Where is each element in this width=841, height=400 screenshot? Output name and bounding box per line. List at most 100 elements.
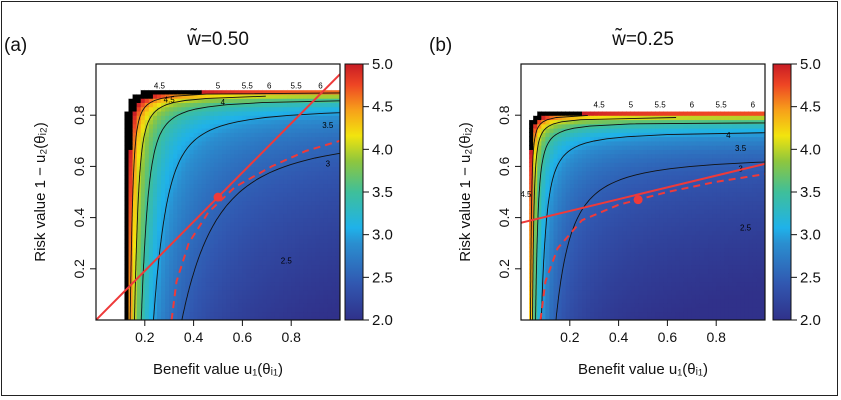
heatmap-cell	[206, 119, 211, 124]
heatmap-cell	[328, 307, 333, 312]
heatmap-cell	[521, 277, 526, 282]
heatmap-cell	[574, 111, 579, 116]
heatmap-cell	[116, 137, 121, 142]
heatmap-cell	[525, 111, 530, 116]
heatmap-cell	[129, 107, 134, 112]
heatmap-cell	[157, 277, 162, 282]
heatmap-cell	[312, 115, 317, 120]
heatmap-cell	[295, 256, 300, 261]
heatmap-cell	[202, 175, 207, 180]
heatmap-cell	[594, 111, 599, 116]
heatmap-cell	[259, 124, 264, 129]
heatmap-cell	[137, 247, 142, 252]
heatmap-cell	[320, 282, 325, 287]
heatmap-cell	[312, 137, 317, 142]
heatmap-cell	[549, 290, 554, 295]
heatmap-cell	[541, 124, 546, 129]
heatmap-cell	[332, 141, 337, 146]
heatmap-cell	[173, 269, 178, 274]
heatmap-cell	[259, 252, 264, 257]
heatmap-cell	[112, 175, 117, 180]
heatmap-cell	[153, 132, 158, 137]
heatmap-cell	[521, 119, 526, 124]
heatmap-cell	[194, 111, 199, 116]
heatmap-cell	[141, 183, 146, 188]
heatmap-cell	[104, 299, 109, 304]
heatmap-cell	[234, 252, 239, 257]
heatmap-cell	[299, 303, 304, 308]
heatmap-cell	[120, 98, 125, 103]
heatmap-cell	[533, 77, 538, 82]
heatmap-cell	[104, 260, 109, 265]
heatmap-cell	[149, 192, 154, 197]
heatmap-cell	[525, 226, 530, 231]
heatmap-cell	[554, 201, 559, 206]
heatmap-cell	[202, 81, 207, 86]
heatmap-cell	[566, 85, 571, 90]
heatmap-cell	[558, 111, 563, 116]
heatmap-cell	[145, 171, 150, 176]
heatmap-cell	[332, 230, 337, 235]
heatmap-cell	[255, 209, 260, 214]
heatmap-cell	[206, 64, 211, 69]
heatmap-cell	[124, 107, 129, 112]
heatmap-cell	[222, 81, 227, 86]
heatmap-cell	[267, 188, 272, 193]
heatmap-cell	[529, 128, 534, 133]
heatmap-cell	[137, 243, 142, 248]
heatmap-cell	[598, 128, 603, 133]
heatmap-cell	[303, 282, 308, 287]
heatmap-cell	[307, 179, 312, 184]
heatmap-cell	[307, 188, 312, 193]
heatmap-cell	[181, 188, 186, 193]
heatmap-cell	[100, 273, 105, 278]
heatmap-cell	[320, 192, 325, 197]
heatmap-cell	[153, 179, 158, 184]
heatmap-cell	[574, 98, 579, 103]
heatmap-cell	[533, 282, 538, 287]
heatmap-cell	[574, 77, 579, 82]
heatmap-cell	[332, 179, 337, 184]
heatmap-cell	[521, 102, 526, 107]
heatmap-cell	[545, 243, 550, 248]
heatmap-cell	[246, 154, 251, 159]
heatmap-cell	[198, 179, 203, 184]
heatmap-cell	[222, 239, 227, 244]
heatmap-cell	[279, 222, 284, 227]
heatmap-cell	[299, 286, 304, 291]
heatmap-cell	[137, 252, 142, 257]
heatmap-cell	[525, 311, 530, 316]
heatmap-cell	[222, 286, 227, 291]
heatmap-cell	[541, 73, 546, 78]
heatmap-cell	[165, 111, 170, 116]
heatmap-cell	[566, 77, 571, 82]
heatmap-cell	[267, 158, 272, 163]
heatmap-cell	[307, 77, 312, 82]
heatmap-cell	[303, 124, 308, 129]
heatmap-cell	[554, 260, 559, 265]
heatmap-cell	[582, 209, 587, 214]
heatmap-cell	[267, 299, 272, 304]
heatmap-cell	[202, 141, 207, 146]
heatmap-cell	[124, 68, 129, 73]
heatmap-cell	[574, 81, 579, 86]
heatmap-cell	[124, 201, 129, 206]
heatmap-cell	[312, 141, 317, 146]
heatmap-cell	[145, 311, 150, 316]
heatmap-cell	[226, 196, 231, 201]
heatmap-cell	[157, 68, 162, 73]
heatmap-cell	[141, 145, 146, 150]
heatmap-cell	[226, 85, 231, 90]
heatmap-cell	[586, 171, 591, 176]
heatmap-cell	[129, 137, 134, 142]
heatmap-cell	[562, 90, 567, 95]
heatmap-cell	[112, 107, 117, 112]
heatmap-cell	[578, 132, 583, 137]
heatmap-cell	[129, 171, 134, 176]
heatmap-cell	[590, 166, 595, 171]
heatmap-cell	[267, 277, 272, 282]
heatmap-cell	[586, 299, 591, 304]
heatmap-cell	[141, 222, 146, 227]
heatmap-cell	[578, 77, 583, 82]
heatmap-cell	[100, 68, 105, 73]
